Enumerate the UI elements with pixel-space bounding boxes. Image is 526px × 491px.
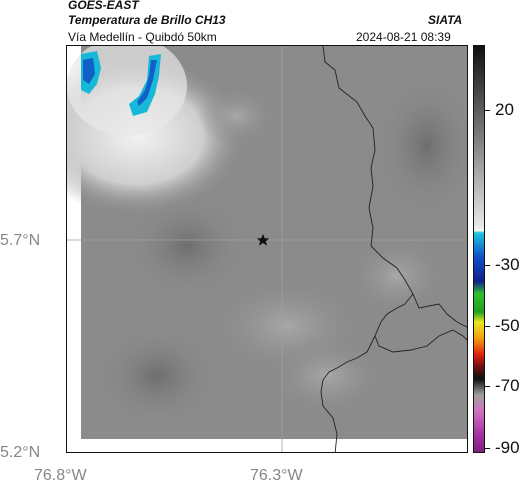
lat-label-5.2: 5.2°N (0, 444, 41, 461)
lon-label-76.3: 76.3°W (250, 467, 303, 484)
cloud-dark-3 (377, 76, 467, 216)
colorbar-label-neg50: -50 (495, 316, 520, 335)
lon-label-76.8: 76.8°W (34, 467, 87, 484)
colorbar-label-neg70: -70 (495, 376, 520, 395)
colorbar-tick-neg70 (485, 386, 490, 387)
colorbar-label-neg90: -90 (495, 438, 520, 457)
agency-label: SIATA (428, 13, 463, 27)
cloud-dark-1 (127, 196, 247, 296)
colorbar-tick-neg30 (485, 265, 490, 266)
boundary-segment-2 (374, 293, 467, 353)
cold-cloud-core-1 (83, 58, 95, 84)
colorbar-label-neg30: -30 (495, 255, 520, 274)
colorbar (473, 45, 485, 453)
product-title: Temperatura de Brillo CH13 (68, 13, 226, 27)
no-data-bottom (81, 439, 467, 452)
timestamp: 2024-08-21 08:39 (356, 30, 451, 44)
colorbar-tick-neg50 (485, 326, 490, 327)
cloud-light-1 (197, 86, 277, 146)
map-panel (66, 45, 468, 453)
satellite-title: GOES-EAST (68, 0, 139, 12)
colorbar-tick-20 (485, 110, 490, 111)
boundary-segment-3 (320, 335, 376, 452)
cloud-light-4 (347, 236, 447, 316)
cloud-dark-2 (97, 326, 217, 426)
satellite-image (67, 46, 467, 452)
colorbar-gradient (474, 46, 484, 452)
route-subtitle: Vía Medellín - Quibdó 50km (68, 30, 217, 44)
colorbar-label-20: 20 (495, 100, 514, 119)
lat-label-5.7: 5.7°N (0, 232, 41, 249)
colorbar-tick-neg90 (485, 448, 490, 449)
cloud-light-3 (267, 336, 387, 416)
star-icon (256, 234, 270, 246)
department-boundary (322, 46, 467, 328)
cold-cloud-core-2 (137, 60, 157, 106)
